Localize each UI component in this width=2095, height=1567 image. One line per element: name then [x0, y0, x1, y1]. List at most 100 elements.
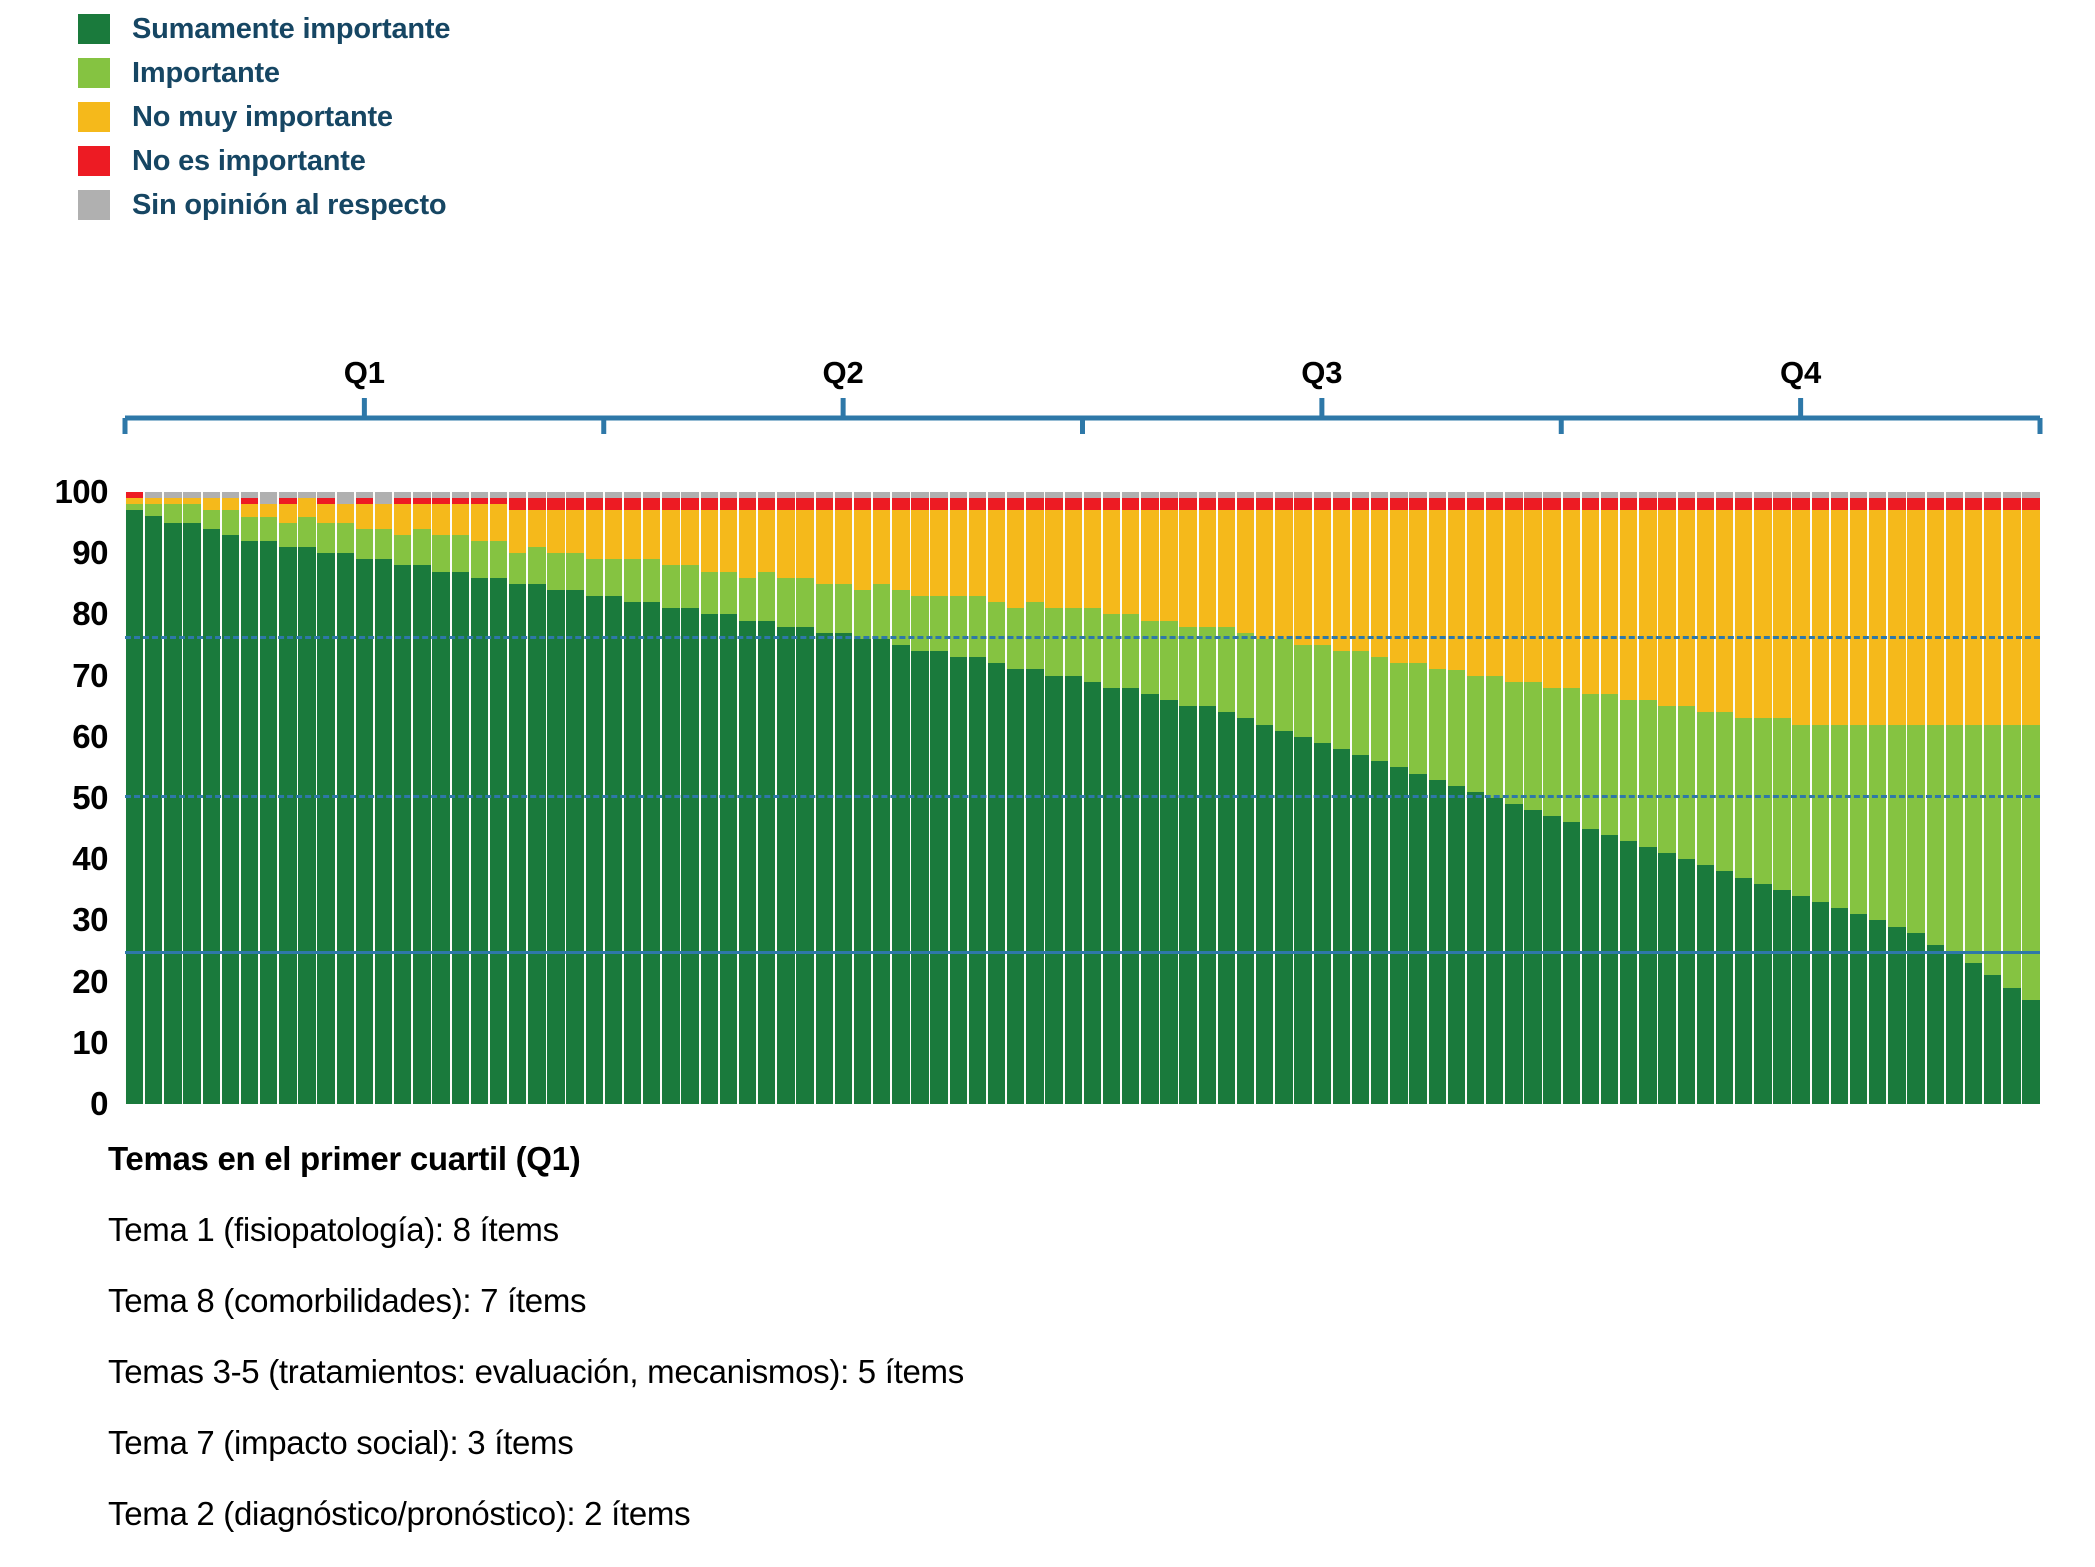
bar-segment-sumamente	[202, 528, 220, 1104]
bar-item-49	[1045, 492, 1063, 1104]
bar-item-20	[489, 492, 508, 1104]
bar-segment-sin_opinion	[317, 492, 335, 499]
bar-segment-importante	[317, 522, 335, 554]
bar-segment-sin_opinion	[930, 492, 948, 499]
bar-segment-no_es	[968, 498, 987, 511]
bar-segment-sin_opinion	[1390, 492, 1408, 499]
bar-segment-importante	[949, 596, 967, 658]
bar-segment-importante	[719, 571, 738, 615]
bar-segment-no_muy	[1907, 510, 1925, 725]
bar-segment-sin_opinion	[604, 492, 623, 499]
bar-segment-no_es	[719, 498, 738, 511]
bar-segment-sumamente	[1179, 706, 1197, 1104]
bar-segment-no_es	[1811, 498, 1830, 511]
bar-item-1	[125, 492, 144, 1104]
bar-segment-importante	[987, 602, 1006, 664]
bar-item-87	[1773, 492, 1791, 1104]
bar-segment-importante	[528, 547, 546, 584]
bar-segment-sumamente	[1428, 779, 1446, 1104]
bar-segment-sumamente	[240, 540, 259, 1104]
bar-item-96	[1945, 492, 1964, 1104]
bar-segment-no_es	[1064, 498, 1082, 511]
bar-segment-sin_opinion	[1964, 492, 1983, 499]
bar-segment-no_es	[1447, 498, 1466, 511]
bar-segment-no_es	[1160, 498, 1178, 511]
bar-segment-sumamente	[1754, 883, 1772, 1104]
bar-item-58	[1217, 492, 1236, 1104]
bar-segment-sin_opinion	[2022, 492, 2040, 499]
bar-segment-importante	[355, 528, 374, 560]
notes-title: Temas en el primer cuartil (Q1)	[108, 1140, 581, 1177]
bar-segment-no_es	[1754, 498, 1772, 511]
bar-segment-no_muy	[202, 498, 220, 511]
bar-segment-sumamente	[1792, 895, 1810, 1104]
bar-segment-no_muy	[2022, 510, 2040, 725]
bar-segment-importante	[853, 589, 872, 639]
bar-segment-no_es	[585, 498, 604, 511]
bar-segment-no_muy	[413, 504, 431, 529]
bar-segment-importante	[872, 583, 891, 639]
bar-item-82	[1677, 492, 1695, 1104]
bar-segment-no_es	[1466, 498, 1485, 511]
bar-item-36	[796, 492, 814, 1104]
bar-segment-sin_opinion	[298, 492, 316, 499]
bar-segment-sumamente	[1964, 963, 1983, 1104]
quartile-bracket-band: Q1 Q2 Q3 Q4	[0, 355, 2095, 435]
bar-segment-no_muy	[1849, 510, 1868, 725]
bar-item-71	[1466, 492, 1485, 1104]
bar-item-70	[1447, 492, 1466, 1104]
bar-segment-sumamente	[183, 522, 201, 1104]
bar-segment-importante	[1926, 724, 1944, 945]
bar-segment-no_es	[1351, 498, 1370, 511]
bar-segment-no_es	[1236, 498, 1255, 511]
bar-segment-no_es	[432, 498, 450, 505]
bar-segment-importante	[1773, 718, 1791, 890]
y-tick-80: 80	[72, 595, 108, 633]
bar-segment-no_es	[911, 498, 929, 511]
bar-segment-sin_opinion	[1620, 492, 1638, 499]
bar-segment-no_muy	[125, 498, 144, 505]
bar-segment-no_muy	[1466, 510, 1485, 676]
bar-segment-importante	[1064, 608, 1082, 676]
bar-segment-no_muy	[183, 498, 201, 505]
bar-segment-no_es	[815, 498, 833, 511]
bar-item-73	[1505, 492, 1523, 1104]
bar-segment-importante	[1409, 663, 1427, 774]
bar-segment-sin_opinion	[700, 492, 718, 499]
bar-segment-no_muy	[259, 504, 278, 517]
bar-segment-sumamente	[279, 547, 297, 1104]
bar-segment-sumamente	[662, 608, 680, 1104]
bar-item-44	[949, 492, 967, 1104]
bar-segment-no_muy	[1083, 510, 1102, 609]
bar-segment-sumamente	[2003, 987, 2021, 1104]
bar-segment-importante	[1581, 693, 1600, 829]
bar-segment-no_muy	[1409, 510, 1427, 664]
bar-segment-no_muy	[1677, 510, 1695, 707]
bar-segment-no_es	[1026, 498, 1044, 511]
bar-segment-no_muy	[777, 510, 795, 578]
bar-item-98	[1984, 492, 2002, 1104]
bar-segment-no_es	[1696, 498, 1715, 511]
bar-segment-no_es	[1907, 498, 1925, 511]
bar-segment-sumamente	[834, 632, 853, 1104]
bar-segment-sumamente	[719, 614, 738, 1104]
bar-segment-no_es	[1294, 498, 1312, 511]
bar-segment-importante	[240, 516, 259, 541]
bar-segment-importante	[164, 504, 182, 523]
bar-segment-sumamente	[1102, 687, 1121, 1104]
bar-segment-no_es	[1869, 498, 1887, 511]
y-tick-20: 20	[72, 962, 108, 1000]
bar-segment-importante	[1543, 687, 1561, 817]
bar-item-7	[240, 492, 259, 1104]
bar-segment-no_es	[317, 498, 335, 505]
bar-segment-sumamente	[1409, 773, 1427, 1104]
bar-item-100	[2022, 492, 2040, 1104]
bar-item-8	[259, 492, 278, 1104]
bar-segment-sin_opinion	[1696, 492, 1715, 499]
bar-segment-sin_opinion	[758, 492, 776, 499]
bar-segment-sin_opinion	[1677, 492, 1695, 499]
bar-segment-sin_opinion	[1600, 492, 1619, 499]
bar-segment-sumamente	[623, 602, 642, 1104]
legend-label-sin_opinion: Sin opinión al respecto	[132, 188, 447, 221]
bar-item-16	[413, 492, 431, 1104]
